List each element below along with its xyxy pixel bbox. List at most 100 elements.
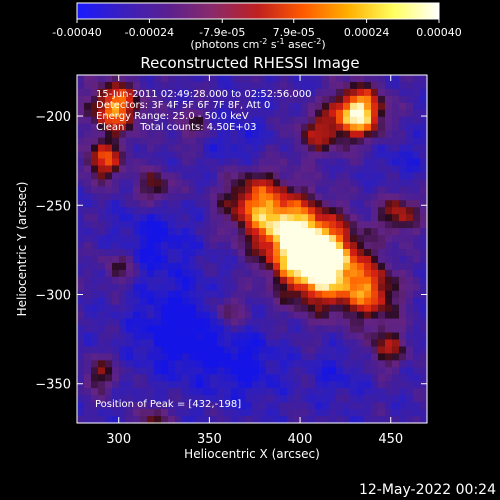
heatmap-cell — [315, 116, 323, 125]
heatmap-cell — [252, 221, 260, 229]
heatmap-cell — [266, 325, 274, 334]
heatmap-cell — [98, 290, 106, 299]
heatmap-cell — [308, 228, 316, 236]
heatmap-cell — [343, 374, 351, 382]
heatmap-cell — [133, 137, 141, 146]
heatmap-cell — [301, 374, 309, 382]
heatmap-cell — [371, 395, 379, 403]
heatmap-cell — [273, 116, 281, 125]
heatmap-cell — [217, 318, 225, 327]
heatmap-cell — [140, 221, 148, 229]
heatmap-cell — [161, 235, 169, 243]
heatmap-cell — [140, 186, 148, 194]
heatmap-cell — [224, 409, 232, 417]
heatmap-cell — [420, 381, 428, 389]
heatmap-cell — [301, 381, 309, 389]
heatmap-cell — [406, 374, 414, 382]
heatmap-cell — [294, 283, 302, 292]
heatmap-cell — [224, 158, 232, 167]
heatmap-cell — [343, 262, 351, 271]
heatmap-cell — [399, 242, 407, 250]
heatmap-cell — [399, 297, 407, 306]
heatmap-cell — [245, 276, 253, 285]
heatmap-cell — [273, 276, 281, 285]
heatmap-cell — [385, 374, 393, 382]
heatmap-cell — [189, 123, 197, 132]
heatmap-cell — [224, 95, 232, 104]
heatmap-cell — [196, 214, 204, 222]
heatmap-cell — [343, 137, 351, 146]
heatmap-cell — [140, 214, 148, 222]
heatmap-cell — [357, 158, 365, 167]
heatmap-cell — [357, 144, 365, 153]
heatmap-cell — [168, 374, 176, 382]
heatmap-cell — [259, 88, 267, 97]
heatmap-cell — [252, 228, 260, 236]
heatmap-cell — [189, 353, 197, 361]
heatmap-cell — [238, 318, 246, 327]
heatmap-cell — [224, 186, 232, 194]
heatmap-cell — [378, 304, 386, 313]
heatmap-cell — [224, 381, 232, 389]
heatmap-cell — [399, 81, 407, 90]
heatmap-cell — [196, 388, 204, 396]
heatmap-cell — [161, 332, 169, 341]
heatmap-cell — [273, 102, 281, 111]
heatmap-cell — [154, 242, 162, 250]
heatmap-cell — [259, 360, 267, 368]
heatmap-cell — [301, 151, 309, 160]
heatmap-cell — [280, 200, 288, 208]
heatmap-cell — [252, 381, 260, 389]
heatmap-cell — [210, 388, 218, 396]
heatmap-cell — [98, 151, 106, 160]
heatmap-cell — [413, 290, 421, 299]
heatmap-cell — [140, 144, 148, 153]
heatmap-cell — [217, 346, 225, 354]
heatmap-cell — [343, 172, 351, 180]
heatmap-cell — [294, 235, 302, 243]
heatmap-cell — [210, 165, 218, 174]
heatmap-cell — [238, 409, 246, 417]
heatmap-cell — [133, 325, 141, 334]
heatmap-cell — [175, 304, 183, 313]
heatmap-cell — [399, 416, 407, 424]
heatmap-cell — [231, 269, 239, 278]
heatmap-cell — [371, 311, 379, 320]
heatmap-cell — [336, 339, 344, 348]
heatmap-cell — [91, 381, 99, 389]
heatmap-cell — [91, 151, 99, 160]
heatmap-cell — [406, 290, 414, 299]
heatmap-cell — [329, 297, 337, 306]
heatmap-cell — [140, 297, 148, 306]
heatmap-cell — [231, 388, 239, 396]
heatmap-cell — [161, 416, 169, 424]
heatmap-cell — [210, 123, 218, 132]
heatmap-cell — [371, 353, 379, 361]
heatmap-cell — [385, 214, 393, 222]
heatmap-cell — [287, 249, 295, 257]
heatmap-cell — [217, 158, 225, 167]
heatmap-cell — [350, 130, 358, 139]
heatmap-cell — [266, 95, 274, 104]
heatmap-cell — [329, 165, 337, 174]
heatmap-cell — [350, 186, 358, 194]
heatmap-cell — [126, 290, 134, 299]
heatmap-cell — [322, 276, 330, 285]
heatmap-cell — [189, 395, 197, 403]
heatmap-cell — [378, 325, 386, 334]
heatmap-cell — [294, 186, 302, 194]
heatmap-cell — [182, 137, 190, 146]
heatmap-cell — [280, 304, 288, 313]
heatmap-cell — [231, 179, 239, 187]
heatmap-cell — [273, 186, 281, 194]
heatmap-cell — [91, 332, 99, 341]
heatmap-cell — [133, 297, 141, 306]
heatmap-cell — [84, 172, 92, 180]
heatmap-cell — [119, 325, 127, 334]
heatmap-cell — [385, 116, 393, 125]
heatmap-cell — [154, 276, 162, 285]
heatmap-cell — [329, 242, 337, 250]
heatmap-cell — [175, 297, 183, 306]
heatmap-cell — [392, 367, 400, 375]
heatmap-cell — [126, 346, 134, 354]
